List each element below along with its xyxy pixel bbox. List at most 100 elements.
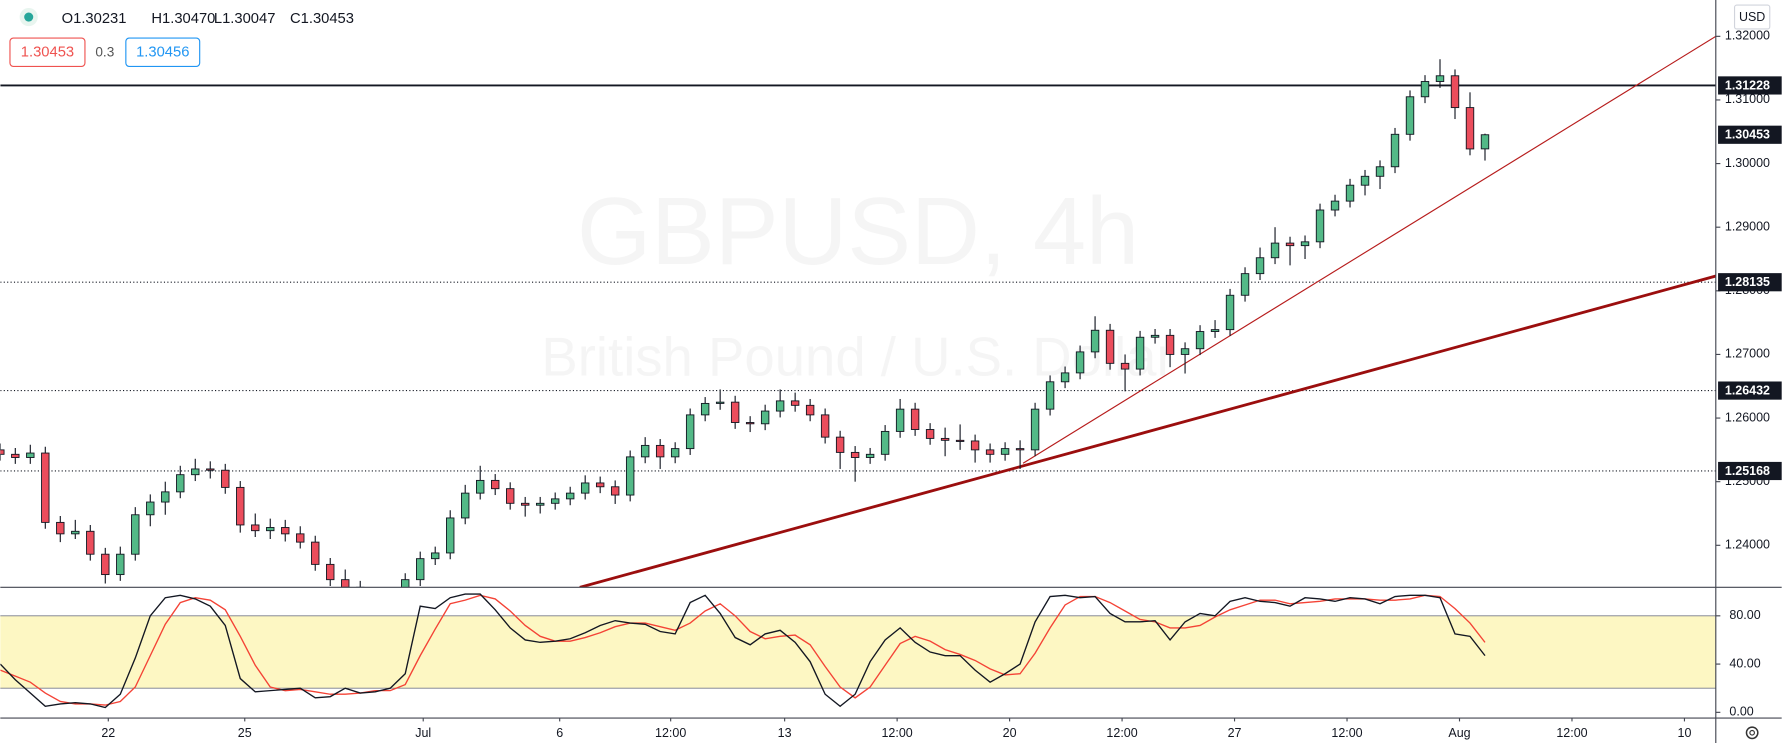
sell-button[interactable] bbox=[9, 37, 86, 68]
sell-price: 1.30453 bbox=[21, 45, 74, 61]
level-label: 1.26432 bbox=[1725, 383, 1770, 397]
candle-body bbox=[1450, 75, 1460, 109]
candle-body bbox=[491, 479, 500, 490]
candle-body bbox=[730, 401, 740, 423]
candle-body bbox=[775, 400, 785, 412]
x-tick-label: 12:00 bbox=[1106, 726, 1137, 740]
x-tick-label: Aug bbox=[1448, 726, 1470, 740]
candle-body bbox=[176, 474, 185, 493]
candle-body bbox=[1135, 336, 1145, 370]
candle-body bbox=[1105, 329, 1115, 364]
candle-body bbox=[1300, 241, 1310, 247]
x-tick-label: 12:00 bbox=[1331, 726, 1362, 740]
candle-body bbox=[535, 502, 545, 506]
candle-body bbox=[520, 502, 530, 506]
x-tick-label: 22 bbox=[101, 726, 115, 740]
candle-body bbox=[715, 401, 725, 404]
x-tick-label: 10 bbox=[1678, 726, 1692, 740]
y-tick-label: 1.27000 bbox=[1725, 347, 1770, 361]
candle-body bbox=[745, 422, 755, 425]
candle-body bbox=[11, 453, 20, 458]
candle-body bbox=[26, 452, 35, 458]
currency-label: USD bbox=[1739, 10, 1765, 24]
y-tick-label: 1.29000 bbox=[1725, 219, 1770, 233]
candle-body bbox=[805, 404, 815, 416]
candle-body bbox=[550, 498, 560, 504]
candle-body bbox=[116, 553, 125, 576]
candle-body bbox=[640, 444, 650, 458]
level-label: 1.28135 bbox=[1725, 275, 1770, 289]
y-tick-label: 40.00 bbox=[1729, 656, 1760, 670]
candle-body bbox=[790, 400, 800, 406]
candle-body bbox=[56, 521, 65, 535]
candle-body bbox=[1210, 329, 1220, 332]
candle-body bbox=[1060, 372, 1070, 383]
trend-line bbox=[579, 274, 1716, 588]
candle-body bbox=[820, 414, 830, 438]
axes: 1.320001.310001.300001.290001.280001.270… bbox=[101, 29, 1782, 740]
candle-body bbox=[580, 482, 590, 494]
stochastic-line bbox=[0, 594, 1486, 706]
candle-body bbox=[1225, 294, 1235, 331]
candle-body bbox=[1285, 242, 1295, 247]
candle-body bbox=[86, 530, 95, 555]
y-tick-label: 1.24000 bbox=[1725, 538, 1770, 552]
candle-body bbox=[0, 449, 5, 455]
candle-body bbox=[1030, 408, 1040, 451]
candle-body bbox=[610, 486, 620, 496]
candle-body bbox=[1315, 209, 1325, 243]
candle-body bbox=[1345, 184, 1355, 202]
candle-body bbox=[625, 456, 635, 496]
y-tick-label: 1.32000 bbox=[1725, 29, 1770, 43]
candle-body bbox=[910, 408, 920, 430]
candle-body bbox=[1180, 348, 1190, 355]
candle-body bbox=[670, 448, 680, 458]
candle-body bbox=[1405, 96, 1415, 135]
candle-body bbox=[1090, 329, 1100, 353]
y-tick-label: 80.00 bbox=[1729, 608, 1760, 622]
watermark-symbol: GBPUSD, 4h bbox=[577, 179, 1139, 285]
candle-body bbox=[446, 517, 455, 554]
candle-body bbox=[1195, 331, 1205, 350]
settings-hub bbox=[1749, 729, 1755, 736]
level-badge bbox=[1718, 76, 1782, 95]
candle-body bbox=[1120, 362, 1130, 370]
candle-body bbox=[1255, 257, 1265, 275]
candle-body bbox=[1465, 107, 1475, 150]
candle-body bbox=[401, 579, 410, 588]
x-tick-label: 12:00 bbox=[881, 726, 912, 740]
candle-body bbox=[101, 553, 110, 576]
candle-body bbox=[595, 482, 605, 488]
candle-body bbox=[655, 444, 665, 458]
candle-body bbox=[146, 501, 155, 516]
candle-body bbox=[760, 410, 770, 425]
candle-body bbox=[476, 479, 485, 494]
x-tick-label: 12:00 bbox=[655, 726, 686, 740]
status-dot bbox=[24, 12, 34, 22]
candle-body bbox=[985, 449, 995, 455]
x-tick-label: 13 bbox=[778, 726, 792, 740]
candle-body bbox=[1360, 175, 1370, 186]
y-tick-label: 0.00 bbox=[1729, 705, 1753, 719]
level-label: 1.31228 bbox=[1725, 78, 1770, 92]
candle-body bbox=[1480, 134, 1490, 150]
candle-body bbox=[1330, 200, 1340, 211]
trend-line bbox=[1022, 35, 1716, 464]
candle-body bbox=[1015, 448, 1025, 451]
settings-icon[interactable] bbox=[1745, 726, 1759, 740]
candle-body bbox=[281, 527, 290, 535]
candle-body bbox=[416, 558, 425, 581]
buy-price: 1.30456 bbox=[136, 45, 189, 61]
header: O1.30231 H1.30470 L1.30047 C1.30453 1.30… bbox=[9, 7, 354, 68]
buy-button[interactable] bbox=[125, 37, 201, 68]
candle-body bbox=[341, 579, 350, 588]
candle-body bbox=[1165, 334, 1175, 355]
candle-body bbox=[685, 414, 695, 450]
stochastic-panel bbox=[0, 593, 1486, 709]
level-badge bbox=[1718, 273, 1782, 292]
level-badge bbox=[1718, 461, 1782, 481]
candle-body bbox=[1150, 334, 1160, 338]
candle-body bbox=[131, 514, 140, 555]
candle-body bbox=[251, 524, 260, 532]
currency-button[interactable] bbox=[1733, 4, 1771, 30]
